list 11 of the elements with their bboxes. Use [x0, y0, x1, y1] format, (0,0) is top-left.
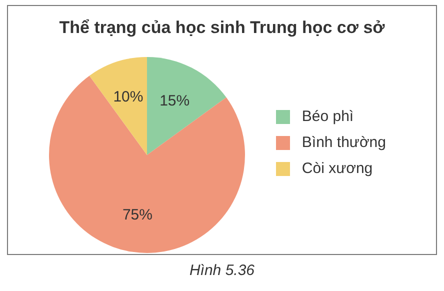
pie-slice [147, 57, 226, 155]
pie-slice [49, 76, 245, 253]
chart-title: Thể trạng của học sinh Trung học cơ sở [58, 18, 386, 38]
text: Hình 5.36 [188, 262, 256, 279]
data-label: 15% [160, 92, 190, 110]
data-label: 75% [122, 206, 153, 224]
legend-label: Còi xương [302, 160, 373, 177]
legend-label: Bình thường [302, 134, 386, 151]
pie-slice [89, 57, 147, 155]
legend-label: Béo phì [302, 108, 354, 125]
data-label: 10% [113, 88, 144, 106]
